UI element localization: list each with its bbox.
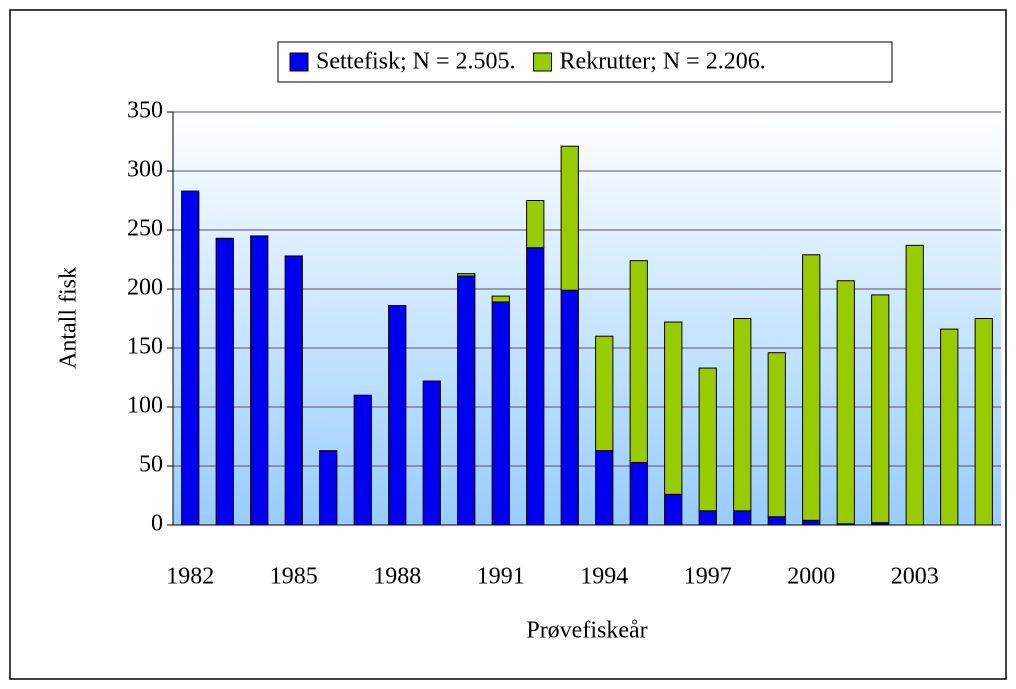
- y-tick-label: 300: [127, 157, 163, 183]
- bar: [871, 294, 890, 524]
- x-tick-label: 2003: [891, 564, 939, 590]
- bar: [595, 450, 614, 526]
- x-tick-label: 1994: [580, 564, 628, 590]
- y-axis-title: Antall fisk: [56, 267, 82, 369]
- bar: [664, 493, 683, 526]
- bar: [250, 235, 269, 526]
- bar: [319, 450, 338, 526]
- x-tick-label: 1985: [270, 564, 318, 590]
- bar: [629, 461, 648, 526]
- legend-label: Rekrutter; N = 2.206.: [560, 49, 766, 75]
- bar: [974, 318, 993, 526]
- bar: [526, 247, 545, 526]
- bar: [905, 244, 924, 526]
- bar: [181, 190, 200, 526]
- bar: [767, 352, 786, 518]
- y-tick-label: 100: [127, 393, 163, 419]
- legend: [277, 41, 893, 83]
- bar: [802, 254, 821, 521]
- plot-background: [173, 112, 1001, 525]
- bar: [733, 510, 752, 526]
- bar: [802, 519, 821, 526]
- bar: [457, 273, 476, 277]
- x-tick-label: 1982: [166, 564, 214, 590]
- bar: [491, 295, 510, 303]
- bar: [284, 255, 303, 526]
- x-tick-label: 1997: [684, 564, 732, 590]
- bar: [422, 380, 441, 526]
- bar: [388, 305, 407, 526]
- y-tick-label: 200: [127, 275, 163, 301]
- bar: [767, 516, 786, 526]
- x-tick-label: 1988: [373, 564, 421, 590]
- y-tick-label: 0: [151, 511, 163, 537]
- legend-swatch: [533, 52, 553, 72]
- bar: [629, 260, 648, 463]
- x-axis-title: Prøvefiskeår: [526, 618, 647, 644]
- bar: [664, 321, 683, 495]
- bar: [560, 145, 579, 291]
- x-tick-label: 2000: [787, 564, 835, 590]
- bar: [940, 328, 959, 526]
- y-tick-label: 250: [127, 216, 163, 242]
- bar: [595, 335, 614, 452]
- bar: [733, 318, 752, 512]
- bar: [836, 280, 855, 525]
- bar: [491, 301, 510, 526]
- bar: [698, 367, 717, 512]
- y-tick-label: 150: [127, 334, 163, 360]
- legend-swatch: [289, 52, 309, 72]
- y-tick-label: 50: [139, 452, 163, 478]
- bar: [698, 510, 717, 526]
- bar: [560, 289, 579, 526]
- bar: [353, 394, 372, 526]
- bar: [457, 275, 476, 526]
- x-tick-label: 1991: [477, 564, 525, 590]
- y-tick-label: 350: [127, 98, 163, 124]
- legend-label: Settefisk; N = 2.505.: [316, 49, 516, 75]
- bar: [215, 237, 234, 526]
- bar: [526, 200, 545, 249]
